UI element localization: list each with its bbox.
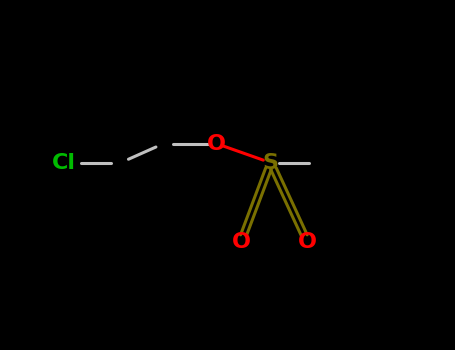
Text: Cl: Cl [52,153,76,173]
Text: O: O [207,133,226,154]
Text: O: O [298,231,317,252]
Text: O: O [232,231,251,252]
Text: S: S [263,153,279,173]
